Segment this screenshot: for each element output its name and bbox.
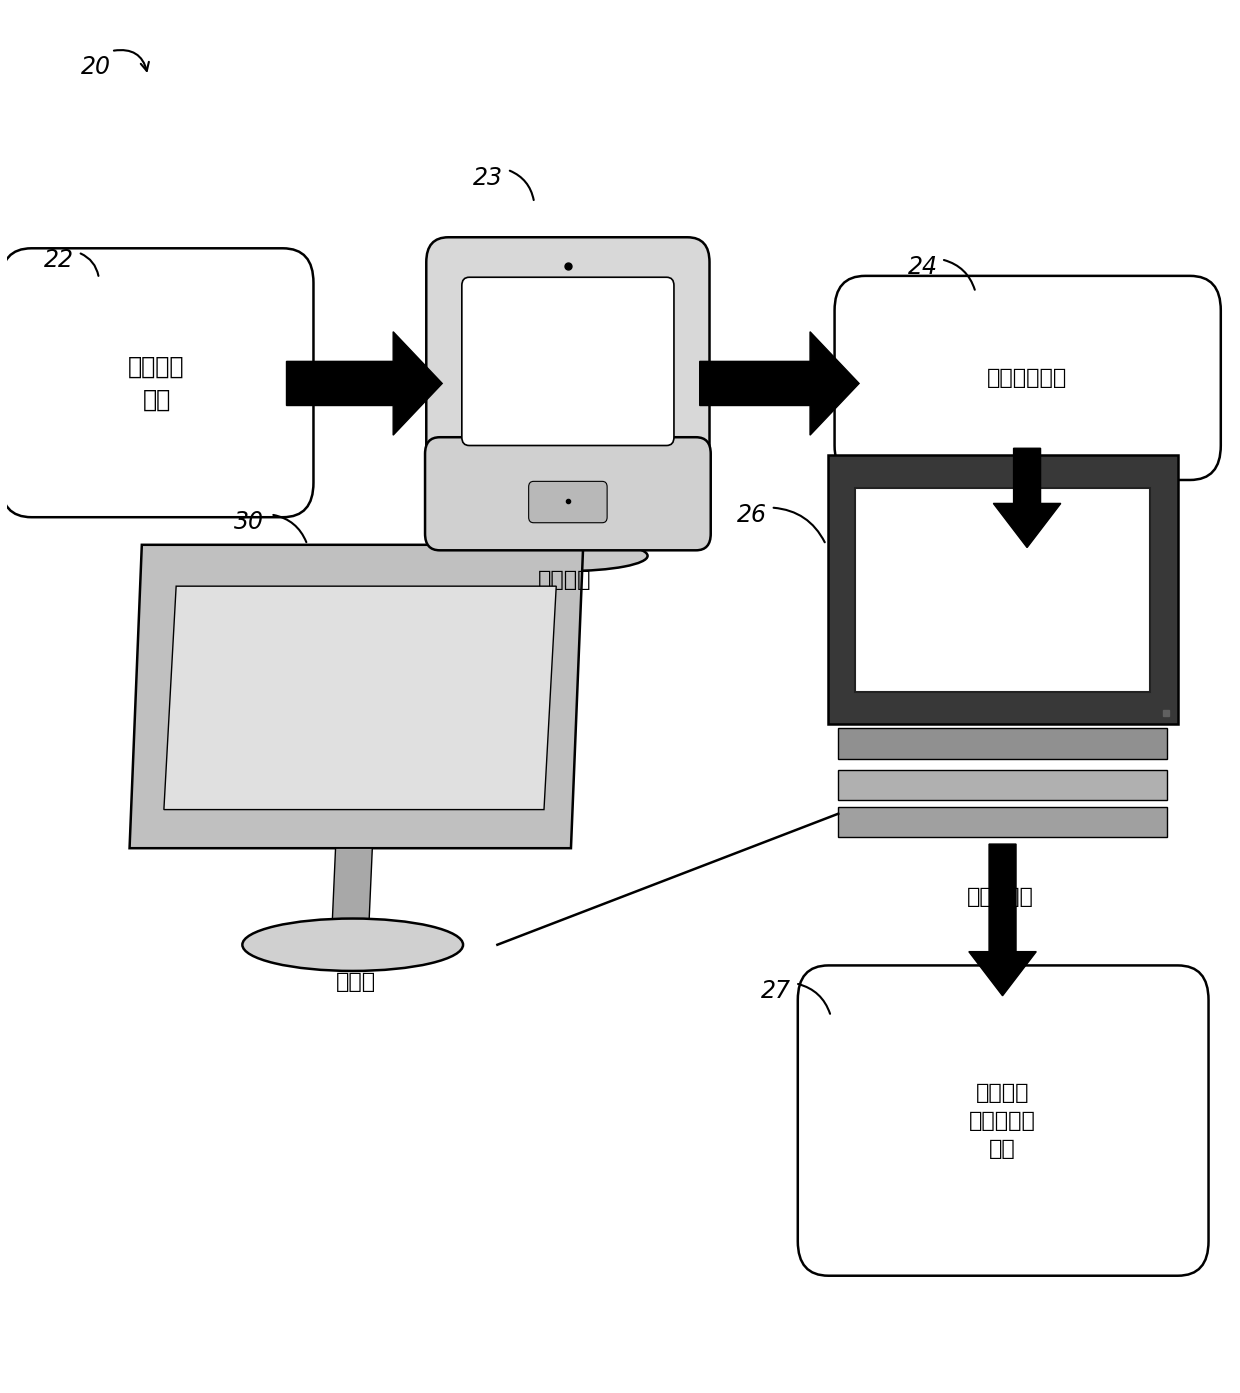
FancyBboxPatch shape bbox=[838, 729, 1167, 759]
Polygon shape bbox=[129, 545, 583, 848]
FancyBboxPatch shape bbox=[828, 456, 1178, 724]
FancyBboxPatch shape bbox=[835, 276, 1221, 481]
FancyBboxPatch shape bbox=[528, 482, 608, 522]
FancyArrow shape bbox=[699, 332, 859, 435]
Text: 20: 20 bbox=[81, 56, 110, 79]
FancyBboxPatch shape bbox=[838, 769, 1167, 800]
Text: 经过颜色
调解的视频
作品: 经过颜色 调解的视频 作品 bbox=[970, 1084, 1035, 1159]
FancyArrow shape bbox=[286, 332, 443, 435]
FancyArrow shape bbox=[968, 844, 1037, 996]
FancyBboxPatch shape bbox=[856, 489, 1149, 692]
Ellipse shape bbox=[242, 918, 463, 971]
Text: 24: 24 bbox=[908, 255, 939, 279]
FancyArrow shape bbox=[993, 449, 1060, 547]
Text: 30: 30 bbox=[234, 510, 264, 535]
FancyBboxPatch shape bbox=[1, 248, 314, 517]
Polygon shape bbox=[332, 848, 372, 931]
Text: 原始视频作品: 原始视频作品 bbox=[987, 368, 1068, 387]
FancyBboxPatch shape bbox=[797, 965, 1209, 1276]
Text: 26: 26 bbox=[737, 503, 766, 528]
Polygon shape bbox=[164, 586, 557, 809]
FancyBboxPatch shape bbox=[427, 237, 709, 493]
Text: 编辑套件: 编辑套件 bbox=[538, 570, 591, 589]
Text: 22: 22 bbox=[43, 248, 73, 272]
Ellipse shape bbox=[489, 540, 647, 571]
FancyBboxPatch shape bbox=[461, 277, 675, 446]
FancyBboxPatch shape bbox=[425, 437, 711, 550]
Text: 颜色调解站: 颜色调解站 bbox=[967, 887, 1033, 907]
Text: 原始视频
数据: 原始视频 数据 bbox=[128, 355, 185, 412]
Text: 23: 23 bbox=[472, 166, 503, 189]
Text: 监视器: 监视器 bbox=[336, 972, 377, 992]
FancyBboxPatch shape bbox=[838, 807, 1167, 837]
Text: 27: 27 bbox=[761, 979, 791, 1003]
